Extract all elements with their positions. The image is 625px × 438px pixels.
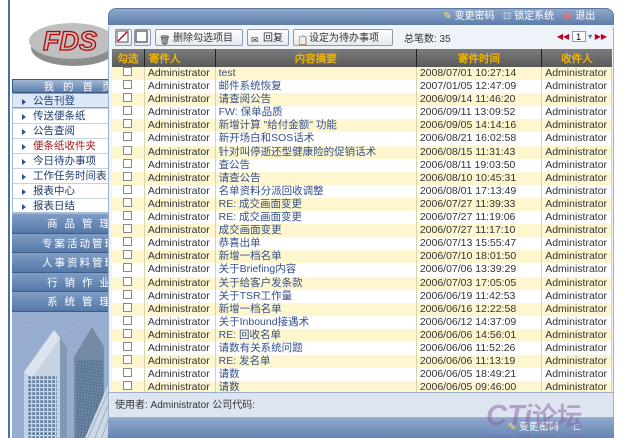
svg-text:FDS: FDS bbox=[43, 26, 97, 56]
